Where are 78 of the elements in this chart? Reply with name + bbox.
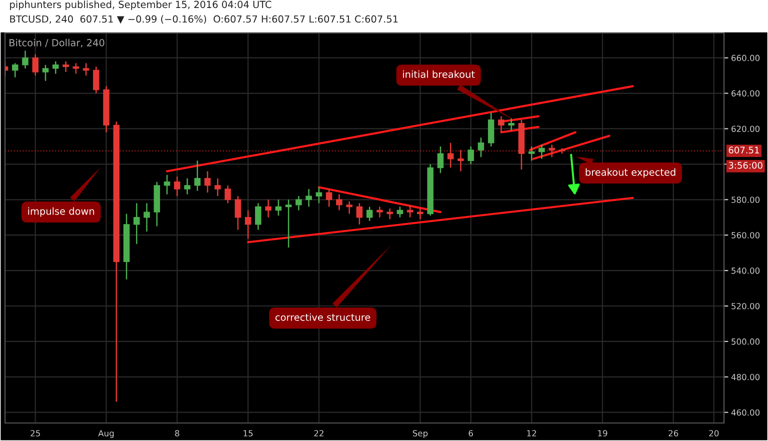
- candlestick: [336, 194, 342, 211]
- candlestick: [437, 146, 444, 174]
- candlestick: [174, 176, 180, 197]
- y-tick-label: 520.00: [732, 302, 760, 310]
- y-tick-label: 620.00: [732, 126, 760, 132]
- y-tick-label: 560.00: [732, 232, 760, 238]
- x-tick-label: Aug: [98, 430, 114, 438]
- candlestick: [204, 170, 211, 194]
- candlestick: [447, 142, 454, 168]
- x-tick-label: 6: [468, 430, 473, 436]
- candlestick: [255, 202, 262, 230]
- candlestick: [386, 208, 393, 220]
- chart-subtitle: BTCUSD, 240 607.51 ▼ −0.99 (−0.16%) O:607.57 H:607.57 L:607.51 C:607.51: [10, 15, 398, 24]
- candlestick: [488, 112, 494, 148]
- candlestick: [265, 199, 272, 218]
- x-tick-label: 20: [709, 430, 719, 436]
- candlestick: [478, 136, 484, 158]
- candlestick: [406, 204, 414, 218]
- candlestick: [285, 199, 292, 248]
- candlestick: [458, 149, 464, 172]
- x-tick-label: Sep: [412, 430, 428, 438]
- candlestick: [396, 206, 404, 218]
- candlestick: [52, 60, 59, 74]
- candlestick: [417, 208, 424, 220]
- candlestick: [275, 199, 282, 216]
- annotation: corrective structure: [275, 313, 370, 321]
- text: piphunters published, September 15, 2016 04:04 UTC: [10, 0, 272, 10]
- candlestick: [356, 202, 363, 226]
- annotation: breakout expected: [586, 168, 676, 178]
- candlestick: [214, 178, 221, 197]
- candlestick: [498, 116, 504, 133]
- candlestick: [22, 50, 28, 70]
- candlestick: [134, 202, 140, 245]
- candlestick: [164, 174, 170, 195]
- candlestick: [62, 60, 69, 73]
- candlestick: [346, 200, 352, 214]
- candlestick: [72, 62, 80, 74]
- candlestick: [376, 206, 383, 218]
- annotation: impulse down: [28, 207, 94, 217]
- y-tick-label: 660.00: [732, 54, 760, 62]
- candlestick: [326, 188, 332, 208]
- y-tick-label: 540.00: [732, 268, 760, 274]
- candlestick: [194, 160, 201, 192]
- candlestick: [538, 144, 545, 160]
- x-tick-label: 22: [314, 430, 324, 436]
- y-tick-label: 580.00: [732, 196, 760, 203]
- y-tick-label: 460.00: [731, 409, 760, 416]
- y-tick-label: 480.00: [731, 374, 760, 380]
- candlestick: [296, 195, 302, 211]
- text: 3:56:00: [728, 162, 762, 169]
- candlestick: [528, 146, 535, 162]
- candlestick: [468, 146, 474, 165]
- x-tick-label: 15: [244, 430, 253, 436]
- ref-line-label: 607.51: [728, 146, 759, 154]
- candlestick: [234, 195, 242, 230]
- x-tick-label: 12: [527, 430, 536, 436]
- x-tick-label: 26: [668, 430, 678, 436]
- candlestick: [32, 54, 39, 76]
- candlestick: [82, 62, 90, 76]
- x-tick-label: 8: [175, 430, 180, 436]
- candlestick: [12, 62, 18, 78]
- text: Bitcoin / Dollar, 240: [10, 38, 104, 48]
- candlestick: [144, 202, 150, 232]
- x-tick-label: 25: [30, 430, 40, 436]
- y-tick-label: 640.00: [732, 90, 760, 97]
- candlestick: [93, 66, 100, 94]
- annotation: initial breakout: [403, 70, 475, 78]
- candlestick: [42, 64, 49, 82]
- candlestick: [366, 206, 373, 222]
- candlestick: [184, 178, 190, 195]
- candlestick: [244, 210, 252, 240]
- candlestick: [224, 184, 231, 204]
- candlestick: [548, 144, 555, 158]
- y-tick-label: 500.00: [732, 338, 760, 345]
- candlestick: [508, 117, 514, 132]
- candlestick: [306, 188, 312, 208]
- x-tick-label: 19: [598, 430, 608, 436]
- candlestick: [316, 186, 322, 204]
